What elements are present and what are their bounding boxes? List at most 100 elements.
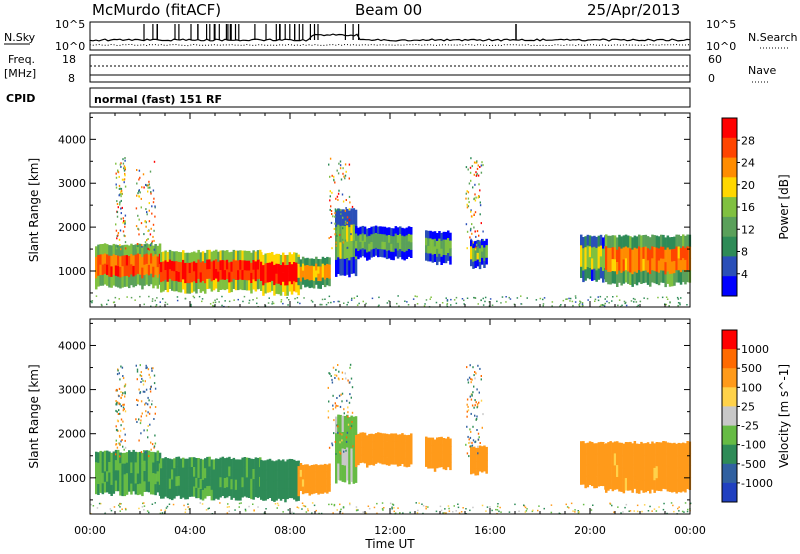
scatter-point [183,504,185,507]
data-cell [228,456,231,467]
data-cell [602,463,605,476]
data-cell [385,250,389,260]
data-cell [97,275,100,287]
scatter-point [446,299,449,301]
y-tick-label: 3000 [58,177,86,190]
data-cell [483,451,486,459]
data-cell [128,460,131,472]
scatter-point [119,435,121,438]
data-cell [323,258,327,266]
scatter-point [91,300,94,302]
data-cell [150,243,153,254]
data-cell [173,251,176,262]
scatter-point [136,182,138,185]
scatter-point [277,504,280,507]
scatter-point [398,305,400,307]
data-cell [243,279,247,291]
data-cell [186,468,189,480]
data-cell [341,242,345,259]
data-cell [158,243,162,255]
data-cell [241,250,244,261]
data-cell [474,447,477,456]
data-cell [607,466,610,479]
data-cell [595,259,598,271]
data-cell [660,478,663,492]
data-cell [260,469,263,481]
data-cell [631,249,634,263]
scatter-point [348,195,351,198]
cpid-panel [89,87,691,108]
data-cell [117,460,120,471]
scatter-point [332,215,334,218]
data-cell [310,479,314,488]
colorbar-tick-label: 28 [741,134,755,147]
data-cell [366,443,369,452]
data-cell [385,243,389,252]
data-cell [447,444,450,453]
cpid-text: normal (fast) 151 RF [94,93,222,106]
data-cell [186,273,189,284]
data-cell [686,452,689,466]
scatter-point [117,413,120,415]
data-cell [631,480,634,493]
scatter-point [98,502,101,505]
data-cell [682,246,685,259]
data-cell [304,258,307,266]
data-cell [335,449,338,467]
data-cell [584,465,587,477]
scatter-point [149,244,152,247]
data-cell [182,250,185,261]
scatter-point [470,209,472,212]
data-cell [219,457,222,468]
data-cell [108,245,111,256]
data-cell [215,468,218,479]
data-cell [374,433,378,442]
data-cell [223,468,227,479]
data-cell [388,242,391,251]
scatter-point [119,229,122,232]
data-cell [101,275,105,286]
data-cell [254,477,258,488]
colorbar-tick-label: 100 [741,381,762,394]
scatter-point [344,177,346,180]
data-cell [279,470,283,481]
data-cell [184,283,187,294]
scatter-point [346,431,349,434]
data-cell [106,460,109,472]
scatter-point [142,379,144,382]
data-cell [154,452,157,464]
data-cell [341,225,345,243]
scatter-point [340,431,342,433]
scatter-point [341,400,343,403]
scatter-point [452,511,454,513]
scatter-point [480,171,483,174]
data-cell [299,476,303,485]
scatter-point [91,301,93,304]
scatter-point [620,512,622,514]
data-cell [584,269,587,281]
data-cell [184,458,187,470]
scatter-point [475,196,477,199]
scatter-point [119,455,121,458]
scatter-point [649,505,651,508]
scatter-point [294,297,296,300]
data-cell [132,480,135,492]
data-cell [217,251,220,263]
data-cell [219,467,222,478]
x-tick-label: 00:00 [74,524,106,537]
scatter-point [425,507,427,510]
data-cell [204,478,207,489]
scatter-point [526,508,528,510]
scatter-point [137,399,139,402]
data-cell [230,251,233,263]
data-cell [361,248,365,257]
data-cell [308,273,311,281]
data-cell [210,479,214,491]
data-cell [433,254,437,262]
data-cell [190,262,194,273]
scatter-point [476,167,479,170]
data-cell [485,245,488,252]
data-cell [595,270,598,282]
data-cell [624,258,628,271]
scatter-point [571,300,574,303]
